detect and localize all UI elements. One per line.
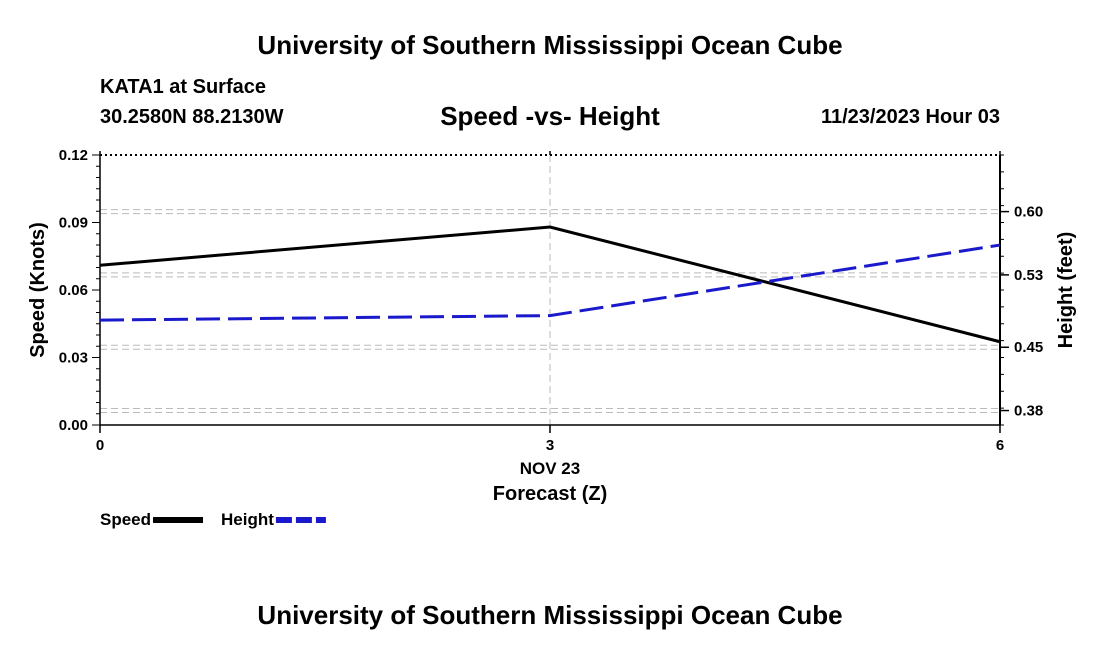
y-tick-label-4: 0.12	[59, 147, 88, 164]
y-tick-label-3: 0.09	[59, 215, 88, 232]
page-title: University of Southern Mississippi Ocean…	[257, 30, 843, 60]
legend-label-speed: Speed	[100, 510, 151, 529]
x-axis-title: Forecast (Z)	[493, 483, 607, 505]
y-tick-label-1: 0.03	[59, 350, 88, 367]
x-axis-date-label: NOV 23	[520, 459, 580, 478]
legend-label-height: Height	[221, 510, 274, 529]
station-label: KATA1 at Surface	[100, 76, 266, 98]
chart-title: Speed -vs- Height	[440, 101, 660, 131]
y2-tick-label-3: 0.60	[1014, 204, 1043, 221]
coordinates-label: 30.2580N 88.2130W	[100, 106, 284, 128]
y-tick-label-0: 0.00	[59, 417, 88, 434]
y2-tick-label-1: 0.45	[1014, 339, 1043, 356]
x-tick-label-1: 3	[546, 437, 554, 454]
x-tick-label-2: 6	[996, 437, 1004, 454]
y2-tick-label-2: 0.53	[1014, 267, 1043, 284]
y2-tick-label-0: 0.38	[1014, 403, 1043, 420]
y2-axis-title: Height (feet)	[1055, 232, 1077, 349]
x-tick-label-0: 0	[96, 437, 104, 454]
y-axis-title: Speed (Knots)	[27, 222, 49, 358]
footer-title: University of Southern Mississippi Ocean…	[257, 600, 843, 630]
y-tick-label-2: 0.06	[59, 282, 88, 299]
datestamp-label: 11/23/2023 Hour 03	[820, 106, 1000, 128]
